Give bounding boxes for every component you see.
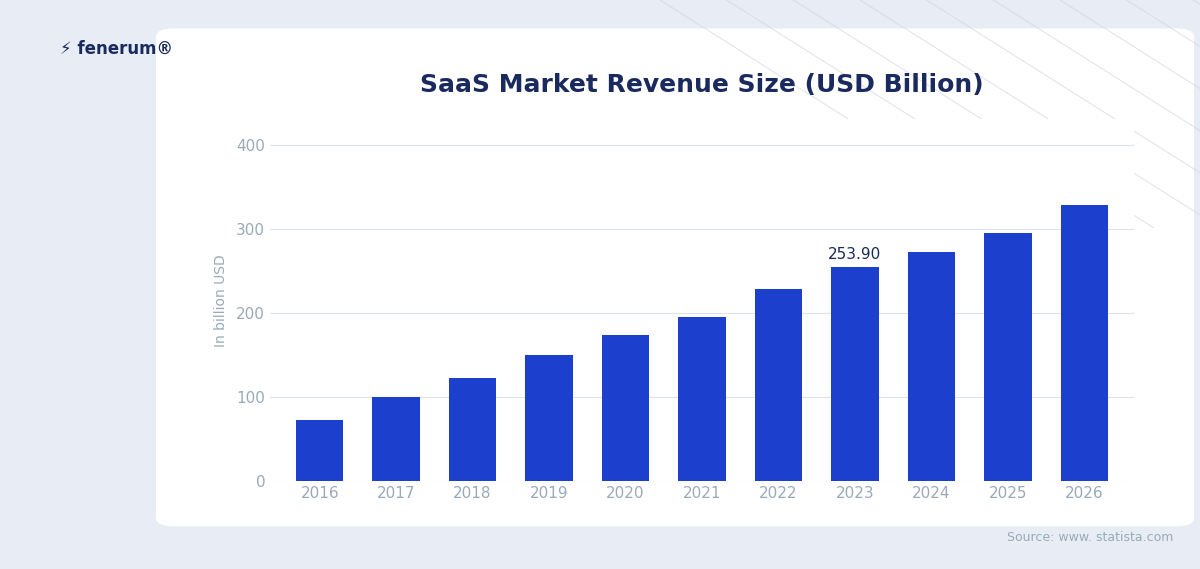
Bar <box>296 420 343 481</box>
Bar <box>526 354 572 481</box>
Bar <box>755 289 802 481</box>
Text: ⚡ fenerum®: ⚡ fenerum® <box>60 39 173 57</box>
Bar <box>678 317 726 481</box>
FancyBboxPatch shape <box>156 28 1194 526</box>
Bar <box>907 252 955 481</box>
Bar <box>984 233 1032 481</box>
Bar <box>602 336 649 481</box>
Bar <box>1061 205 1108 481</box>
Title: SaaS Market Revenue Size (USD Billion): SaaS Market Revenue Size (USD Billion) <box>420 73 984 97</box>
Text: 253.90: 253.90 <box>828 246 882 262</box>
Bar <box>832 267 878 481</box>
Y-axis label: In billion USD: In billion USD <box>214 254 228 347</box>
Bar <box>372 397 420 481</box>
Bar <box>449 378 497 481</box>
Text: Source: www. statista.com: Source: www. statista.com <box>1007 531 1174 544</box>
